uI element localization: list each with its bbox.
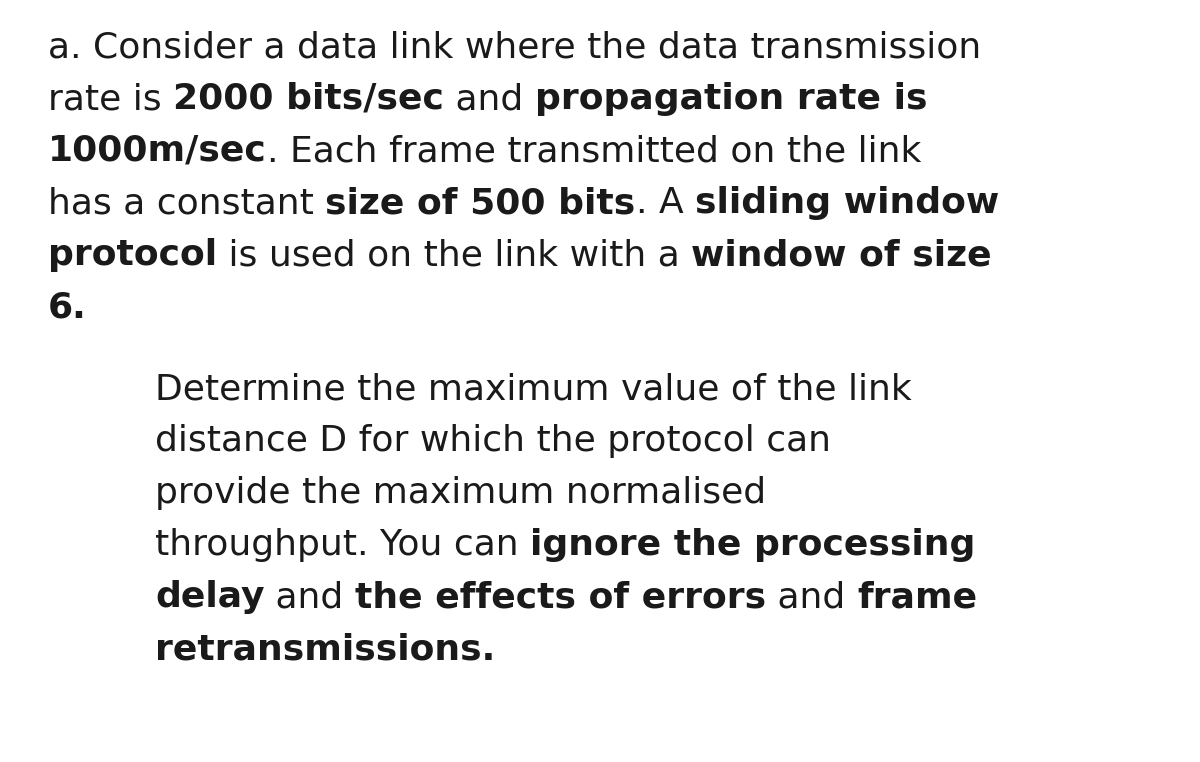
- Text: sliding window: sliding window: [695, 186, 1000, 220]
- Text: window of size: window of size: [691, 238, 992, 272]
- Text: . Each frame transmitted on the link: . Each frame transmitted on the link: [266, 134, 922, 168]
- Text: propagation rate is: propagation rate is: [535, 82, 928, 116]
- Text: provide the maximum normalised: provide the maximum normalised: [155, 476, 766, 510]
- Text: delay: delay: [155, 580, 264, 614]
- Text: the effects of errors: the effects of errors: [355, 580, 767, 614]
- Text: frame: frame: [857, 580, 977, 614]
- Text: Determine the maximum value of the link: Determine the maximum value of the link: [155, 372, 912, 406]
- Text: and: and: [264, 580, 355, 614]
- Text: a. Consider a data link where the data transmission: a. Consider a data link where the data t…: [48, 30, 982, 64]
- Text: rate is: rate is: [48, 82, 173, 116]
- Text: protocol: protocol: [48, 238, 217, 272]
- Text: is used on the link with a: is used on the link with a: [217, 238, 691, 272]
- Text: distance D for which the protocol can: distance D for which the protocol can: [155, 424, 830, 458]
- Text: 1000m/sec: 1000m/sec: [48, 134, 266, 168]
- Text: has a constant: has a constant: [48, 186, 325, 220]
- Text: and: and: [767, 580, 857, 614]
- Text: . A: . A: [636, 186, 695, 220]
- Text: retransmissions.: retransmissions.: [155, 632, 496, 666]
- Text: ignore the processing: ignore the processing: [530, 528, 976, 562]
- Text: 2000 bits/sec: 2000 bits/sec: [173, 82, 444, 116]
- Text: and: and: [444, 82, 535, 116]
- Text: throughput. You can: throughput. You can: [155, 528, 530, 562]
- Text: size of 500 bits: size of 500 bits: [325, 186, 636, 220]
- Text: 6.: 6.: [48, 290, 86, 324]
